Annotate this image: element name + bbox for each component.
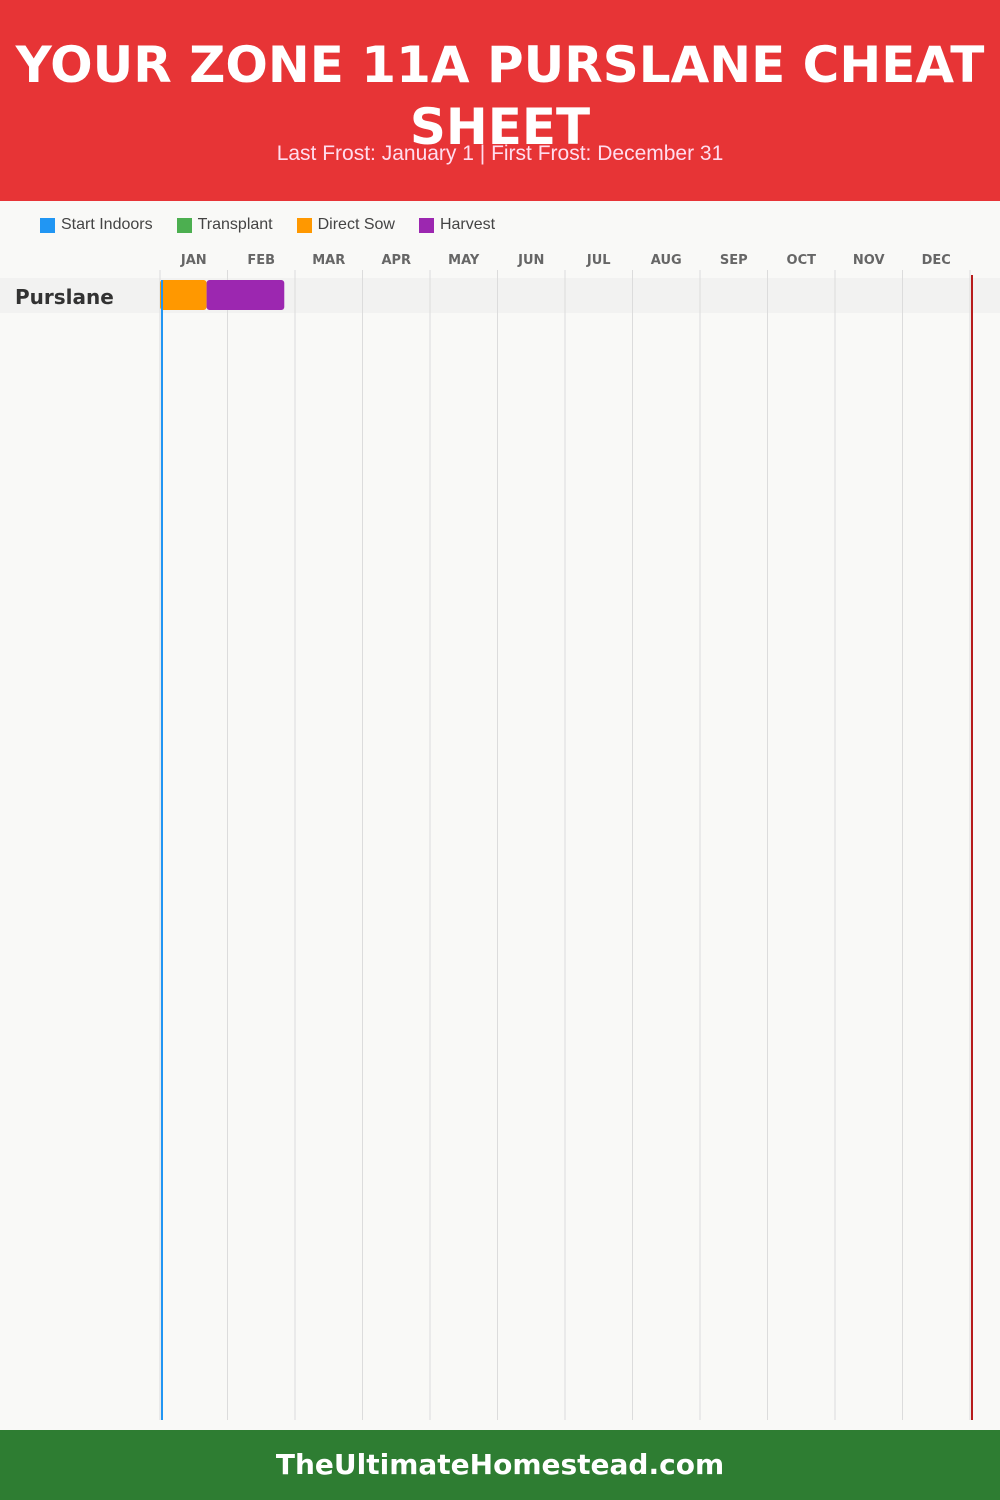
legend: Start Indoors Transplant Direct Sow Harv… — [40, 216, 495, 234]
legend-item-start-indoors: Start Indoors — [40, 216, 153, 234]
legend-item-transplant: Transplant — [176, 216, 273, 234]
month-label: NOV — [853, 253, 885, 268]
legend-label: Start Indoors — [61, 216, 153, 233]
legend-item-harvest: Harvest — [418, 216, 496, 234]
page-title: YOUR ZONE 11A PURSLANE CHEAT SHEET — [15, 36, 985, 156]
footer-site: TheUltimateHomestead.com — [275, 1448, 725, 1481]
month-label: DEC — [922, 253, 951, 268]
month-label: JAN — [180, 253, 207, 268]
month-label: SEP — [720, 253, 748, 268]
header: YOUR ZONE 11A PURSLANE CHEAT SHEET Last … — [0, 0, 1000, 201]
bar-harvest — [206, 280, 285, 310]
planting-chart: JAN FEB MAR APR MAY JUN JUL AUG SEP OCT NOV DEC Purs… — [0, 253, 1000, 1420]
legend-swatch — [418, 217, 434, 233]
bar-direct-sow — [160, 280, 207, 310]
month-label: OCT — [787, 253, 817, 268]
row-band — [0, 278, 1000, 313]
month-label: JUN — [517, 253, 544, 268]
month-label: FEB — [247, 253, 275, 268]
month-label: APR — [381, 253, 411, 268]
legend-swatch — [296, 217, 312, 233]
row-label: Purslane — [15, 285, 114, 309]
frost-dates-subtitle: Last Frost: January 1 | First Frost: Dec… — [276, 142, 724, 165]
legend-swatch — [40, 217, 55, 233]
legend-item-direct-sow: Direct Sow — [296, 216, 395, 234]
month-label: AUG — [651, 253, 682, 268]
legend-swatch — [176, 217, 192, 233]
month-label: JUL — [586, 253, 611, 268]
footer: TheUltimateHomestead.com — [0, 1430, 1000, 1500]
month-label: MAY — [448, 253, 480, 268]
legend-label: Harvest — [439, 216, 496, 233]
month-label: MAR — [312, 253, 345, 268]
legend-label: Direct Sow — [317, 216, 395, 233]
legend-label: Transplant — [197, 216, 273, 233]
